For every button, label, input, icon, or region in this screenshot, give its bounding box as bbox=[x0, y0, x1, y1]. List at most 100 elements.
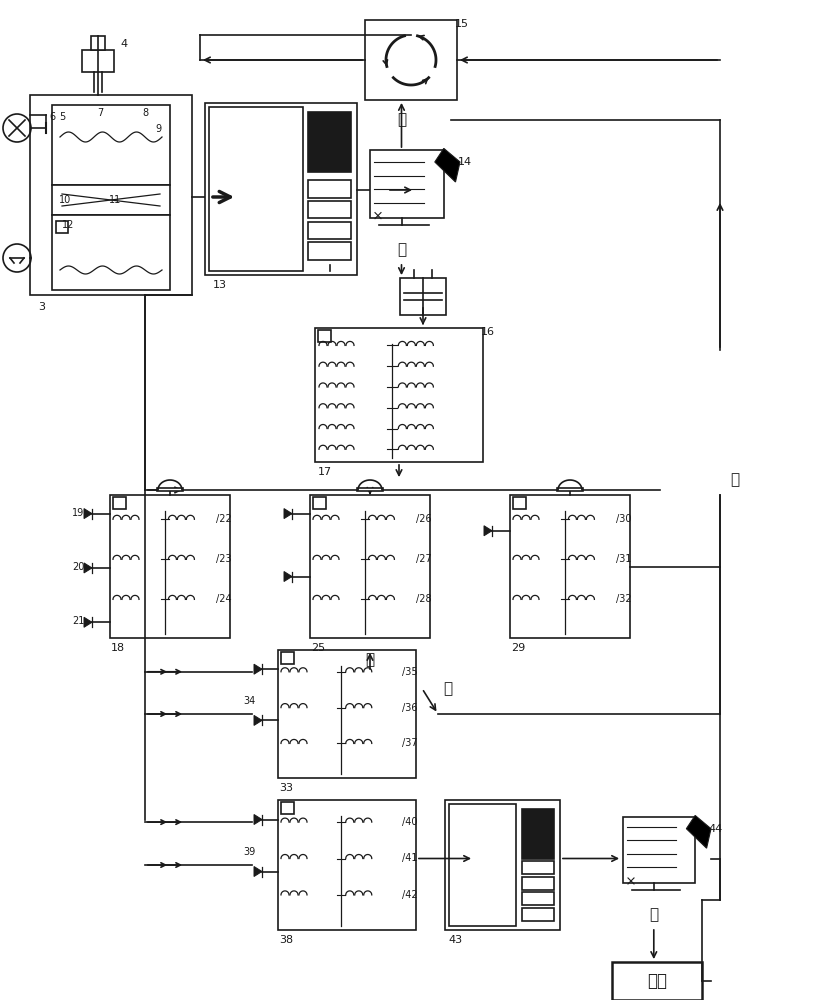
Text: /40: /40 bbox=[402, 817, 418, 827]
Bar bbox=[52, 105, 170, 185]
Text: 15: 15 bbox=[455, 19, 469, 29]
Bar bbox=[30, 95, 192, 295]
Polygon shape bbox=[686, 815, 711, 848]
Text: /37: /37 bbox=[402, 738, 418, 748]
Text: 16: 16 bbox=[481, 327, 495, 337]
Bar bbox=[522, 861, 554, 874]
Text: 是: 是 bbox=[365, 652, 375, 668]
Text: 否: 否 bbox=[397, 112, 406, 127]
Bar bbox=[308, 201, 351, 218]
Bar bbox=[281, 652, 294, 664]
Text: 14: 14 bbox=[458, 157, 472, 167]
Text: 44: 44 bbox=[709, 824, 723, 834]
Text: 12: 12 bbox=[62, 220, 74, 230]
Bar bbox=[308, 112, 351, 172]
Text: /42: /42 bbox=[402, 890, 418, 900]
Bar bbox=[310, 495, 430, 638]
Text: 11: 11 bbox=[109, 195, 121, 205]
Text: 7: 7 bbox=[97, 108, 103, 118]
Text: /24: /24 bbox=[216, 594, 232, 604]
Bar bbox=[513, 497, 526, 509]
Bar bbox=[113, 497, 126, 509]
Polygon shape bbox=[84, 617, 92, 627]
Bar bbox=[308, 222, 351, 239]
Text: 10: 10 bbox=[59, 195, 71, 205]
Text: 21: 21 bbox=[72, 616, 85, 626]
Text: 29: 29 bbox=[511, 643, 525, 653]
Polygon shape bbox=[84, 563, 92, 573]
Text: /31: /31 bbox=[616, 554, 632, 564]
Bar bbox=[52, 185, 170, 215]
Bar bbox=[318, 330, 331, 342]
Bar bbox=[278, 800, 416, 930]
Text: 13: 13 bbox=[213, 280, 227, 290]
Bar bbox=[557, 488, 583, 491]
Bar bbox=[110, 495, 230, 638]
Text: 9: 9 bbox=[155, 124, 161, 134]
Text: 38: 38 bbox=[279, 935, 293, 945]
Text: 39: 39 bbox=[243, 847, 255, 857]
Polygon shape bbox=[284, 572, 292, 582]
Bar bbox=[522, 809, 554, 858]
Bar bbox=[157, 488, 183, 491]
Text: /36: /36 bbox=[402, 703, 418, 713]
Text: 3: 3 bbox=[38, 302, 46, 312]
Bar bbox=[308, 242, 351, 260]
Bar bbox=[357, 488, 383, 491]
Text: /28: /28 bbox=[416, 594, 432, 604]
Text: 19: 19 bbox=[72, 508, 85, 518]
Polygon shape bbox=[435, 148, 460, 182]
Bar bbox=[308, 180, 351, 198]
Bar bbox=[400, 278, 446, 315]
Text: 25: 25 bbox=[311, 643, 325, 653]
Text: /27: /27 bbox=[416, 554, 432, 564]
Bar bbox=[623, 817, 695, 883]
Text: 是: 是 bbox=[397, 242, 406, 257]
Polygon shape bbox=[254, 715, 262, 725]
Bar bbox=[56, 221, 68, 233]
Bar bbox=[445, 800, 560, 930]
Bar bbox=[522, 892, 554, 905]
Text: /26: /26 bbox=[416, 514, 432, 524]
Text: 否: 否 bbox=[730, 473, 740, 488]
Text: /35: /35 bbox=[402, 667, 418, 677]
Bar bbox=[315, 328, 483, 462]
Bar bbox=[278, 650, 416, 778]
Bar bbox=[313, 497, 326, 509]
Text: /41: /41 bbox=[402, 854, 418, 864]
Text: 8: 8 bbox=[142, 108, 148, 118]
Text: /32: /32 bbox=[616, 594, 632, 604]
Bar bbox=[522, 877, 554, 890]
Bar bbox=[52, 215, 170, 290]
Text: 43: 43 bbox=[448, 935, 462, 945]
Text: 17: 17 bbox=[318, 467, 332, 477]
Text: 合格: 合格 bbox=[647, 972, 667, 990]
Polygon shape bbox=[254, 866, 262, 876]
Text: /22: /22 bbox=[216, 514, 232, 524]
Polygon shape bbox=[484, 526, 492, 536]
Bar bbox=[510, 495, 630, 638]
Text: 34: 34 bbox=[243, 696, 255, 706]
Bar bbox=[281, 802, 294, 814]
Polygon shape bbox=[284, 509, 292, 519]
Bar bbox=[91, 36, 105, 50]
Polygon shape bbox=[254, 664, 262, 674]
Text: 是: 是 bbox=[650, 908, 659, 922]
Text: /23: /23 bbox=[216, 554, 232, 564]
Bar bbox=[370, 150, 444, 218]
Text: 否: 否 bbox=[443, 681, 453, 696]
Text: 6: 6 bbox=[49, 112, 55, 122]
Bar bbox=[209, 107, 303, 271]
Polygon shape bbox=[254, 814, 262, 824]
Text: 33: 33 bbox=[279, 783, 293, 793]
Text: 5: 5 bbox=[59, 112, 65, 122]
Bar bbox=[612, 962, 702, 1000]
Polygon shape bbox=[84, 509, 92, 519]
Bar bbox=[365, 20, 457, 100]
Bar bbox=[522, 908, 554, 921]
Text: 18: 18 bbox=[111, 643, 125, 653]
Text: /30: /30 bbox=[616, 514, 632, 524]
Bar bbox=[205, 103, 357, 275]
Bar bbox=[82, 50, 114, 72]
Bar bbox=[449, 804, 515, 926]
